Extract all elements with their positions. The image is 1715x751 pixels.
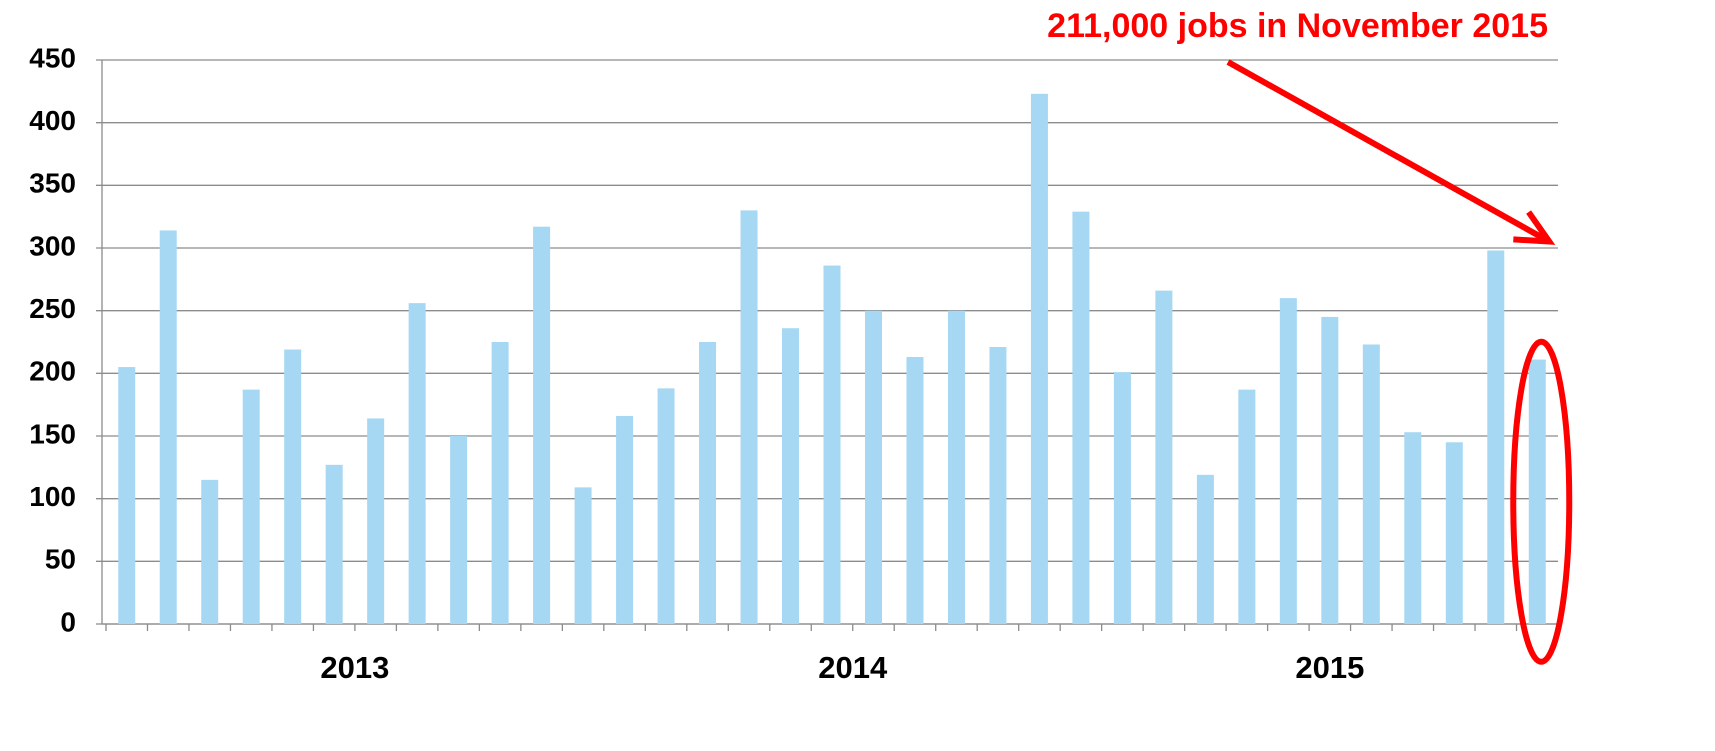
bar bbox=[367, 418, 385, 624]
bar bbox=[1487, 250, 1505, 625]
bar bbox=[159, 230, 177, 624]
bar bbox=[740, 210, 758, 624]
y-tick-label: 150 bbox=[29, 418, 76, 449]
bar bbox=[1404, 432, 1422, 624]
bar bbox=[533, 226, 551, 624]
annotation-ellipse bbox=[1510, 338, 1573, 665]
bar bbox=[491, 342, 509, 624]
bar bbox=[1238, 389, 1256, 624]
bar bbox=[864, 310, 882, 624]
bar bbox=[1362, 344, 1380, 624]
bar bbox=[657, 388, 675, 624]
y-tick-label: 450 bbox=[29, 42, 76, 73]
bar bbox=[906, 357, 924, 624]
bar bbox=[574, 487, 592, 624]
bar bbox=[201, 479, 219, 624]
bar bbox=[699, 342, 717, 624]
bar bbox=[242, 389, 260, 624]
bar bbox=[1445, 442, 1463, 624]
bar bbox=[450, 436, 468, 624]
bar bbox=[284, 349, 302, 624]
annotation-arrow bbox=[1226, 59, 1551, 245]
arrow-head bbox=[1513, 210, 1556, 245]
bar bbox=[1196, 474, 1214, 624]
bar bbox=[616, 415, 634, 624]
y-tick-label: 0 bbox=[60, 606, 76, 637]
bar bbox=[1528, 359, 1546, 624]
y-tick-label: 400 bbox=[29, 105, 76, 136]
bar bbox=[1279, 298, 1297, 624]
y-tick-label: 50 bbox=[45, 544, 76, 575]
bar bbox=[1321, 316, 1339, 624]
bar bbox=[782, 328, 800, 624]
annotation: 211,000 jobs in November 2015 bbox=[1047, 7, 1548, 45]
bar bbox=[1113, 372, 1131, 624]
bar bbox=[1072, 211, 1090, 625]
y-tick-label: 200 bbox=[29, 356, 76, 387]
x-group-label: 2014 bbox=[818, 650, 888, 685]
bar bbox=[1030, 93, 1048, 625]
bar bbox=[325, 464, 343, 624]
bar bbox=[823, 265, 841, 624]
y-tick-label: 350 bbox=[29, 168, 76, 199]
bar bbox=[1155, 290, 1173, 624]
y-tick-label: 250 bbox=[29, 293, 76, 324]
bar bbox=[118, 367, 136, 624]
x-group-label: 2013 bbox=[320, 650, 389, 685]
bar bbox=[947, 310, 965, 624]
x-group-label: 2015 bbox=[1295, 650, 1364, 685]
bar bbox=[989, 347, 1007, 624]
y-tick-label: 100 bbox=[29, 481, 76, 512]
y-tick-label: 300 bbox=[29, 230, 76, 261]
bar bbox=[408, 303, 426, 624]
